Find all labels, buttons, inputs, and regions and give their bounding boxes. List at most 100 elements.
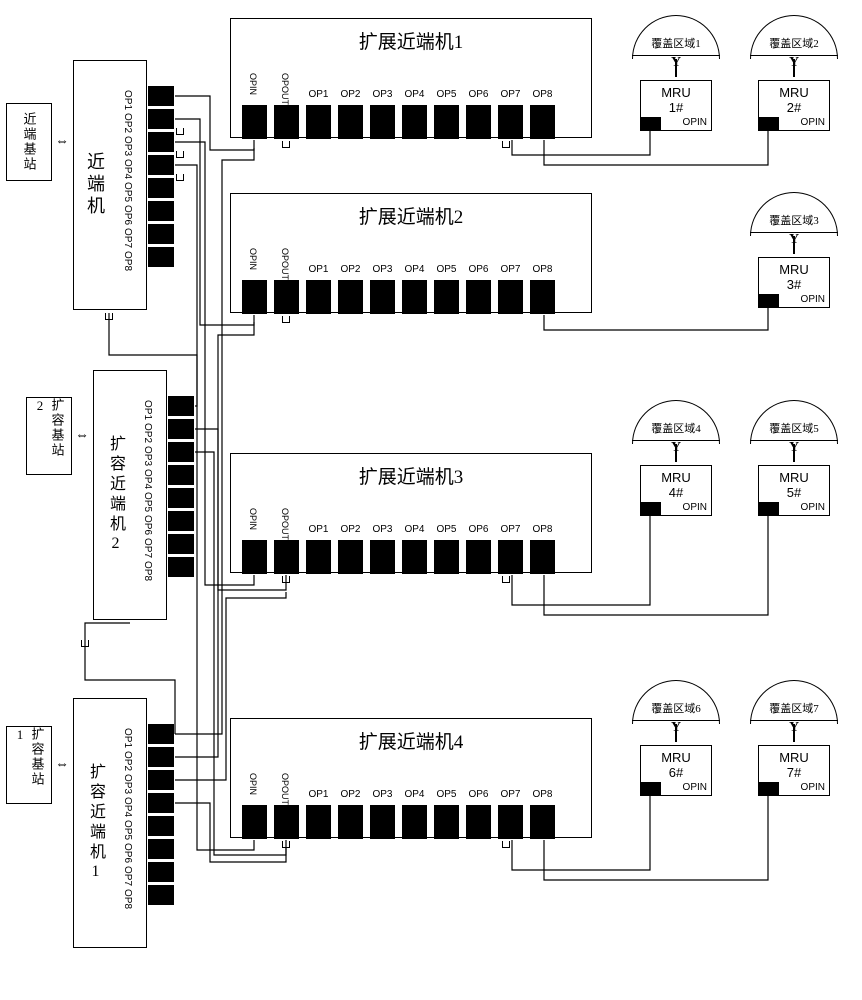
- antenna: 覆盖区域1 Y: [632, 15, 720, 65]
- port-column: OP1 OP2 OP3 OP4 OP5 OP6 OP7 OP8: [168, 396, 194, 577]
- port: OP6: [466, 105, 491, 139]
- near-unit-main: 近端机: [73, 60, 147, 310]
- port-row: OPIN OPOUT OP1 OP2 OP3 OP4 OP5 OP6 OP7 O…: [242, 280, 555, 314]
- loop-icon: [282, 841, 290, 848]
- base-station-exp1: 扩容基站1: [6, 726, 52, 804]
- port: OP2: [168, 419, 194, 439]
- port: OP7: [498, 805, 523, 839]
- base-station-exp2: 扩容基站2: [26, 397, 72, 475]
- loop-icon: [81, 640, 89, 647]
- loop-icon: [502, 841, 510, 848]
- loop-icon: [176, 151, 184, 158]
- port-column: OP1 OP2 OP3 OP4 OP5 OP6 OP7 OP8: [148, 724, 174, 905]
- port: OP8: [530, 105, 555, 139]
- mru-4: MRU4# OPIN: [640, 465, 712, 516]
- port: [641, 782, 661, 796]
- port: [759, 117, 779, 131]
- port: OP1: [306, 280, 331, 314]
- near-unit-main-label: 近端机: [80, 61, 110, 309]
- antenna: 覆盖区域5 Y: [750, 400, 838, 450]
- antenna: 覆盖区域6 Y: [632, 680, 720, 730]
- port: OP6: [148, 839, 174, 859]
- ext-near-unit-1: 扩容近端机1: [73, 698, 147, 948]
- port: OP7: [148, 224, 174, 244]
- mru-7: MRU7# OPIN: [758, 745, 830, 796]
- loop-icon: [282, 576, 290, 583]
- port: OP3: [148, 132, 174, 152]
- base-station-near: 近端基站: [6, 103, 52, 181]
- ext-unit-3-label: 扩展近端机3: [231, 454, 591, 489]
- port: OP6: [148, 201, 174, 221]
- port: OPOUT: [274, 105, 299, 139]
- mru-3: MRU3# OPIN: [758, 257, 830, 308]
- port: OP4: [148, 793, 174, 813]
- ext-near-unit-1-label: 扩容近端机1: [80, 699, 110, 947]
- port: OP2: [338, 540, 363, 574]
- port: OP3: [168, 442, 194, 462]
- port: OP4: [402, 105, 427, 139]
- port-row: OPIN OPOUT OP1 OP2 OP3 OP4 OP5 OP6 OP7 O…: [242, 105, 555, 139]
- ext-unit-2-label: 扩展近端机2: [231, 194, 591, 229]
- port: [641, 117, 661, 131]
- port: OPOUT: [274, 805, 299, 839]
- coverage-label: 覆盖区域3: [750, 212, 838, 228]
- port: OP1: [148, 724, 174, 744]
- loop-icon: [282, 141, 290, 148]
- ext-near-unit-2: 扩容近端机2: [93, 370, 167, 620]
- loop-icon: [282, 316, 290, 323]
- port: OP4: [402, 805, 427, 839]
- mru-6: MRU6# OPIN: [640, 745, 712, 796]
- port: OP2: [338, 805, 363, 839]
- coverage-label: 覆盖区域7: [750, 700, 838, 716]
- port: OP8: [148, 247, 174, 267]
- port-row: OPIN OPOUT OP1 OP2 OP3 OP4 OP5 OP6 OP7 O…: [242, 805, 555, 839]
- port: OP3: [370, 805, 395, 839]
- port: OP1: [306, 540, 331, 574]
- base-station-exp2-label: 扩容基站2: [32, 398, 67, 474]
- port: OP5: [434, 280, 459, 314]
- port-row: OPIN OPOUT OP1 OP2 OP3 OP4 OP5 OP6 OP7 O…: [242, 540, 555, 574]
- port: OP7: [498, 280, 523, 314]
- port: OP2: [148, 747, 174, 767]
- loop-icon: [176, 128, 184, 135]
- mru-1: MRU1# OPIN: [640, 80, 712, 131]
- port: OP5: [434, 805, 459, 839]
- port: OP8: [530, 805, 555, 839]
- port: OP8: [530, 280, 555, 314]
- port: OP1: [306, 805, 331, 839]
- port: OP2: [148, 109, 174, 129]
- port: OP1: [306, 105, 331, 139]
- antenna: 覆盖区域7 Y: [750, 680, 838, 730]
- arrow-icon: ⇔: [55, 134, 69, 150]
- port: OP7: [148, 862, 174, 882]
- coverage-label: 覆盖区域6: [632, 700, 720, 716]
- port: OP2: [338, 105, 363, 139]
- ext-near-unit-2-label: 扩容近端机2: [100, 371, 130, 619]
- port: OP6: [466, 280, 491, 314]
- port: OP3: [370, 540, 395, 574]
- base-station-near-label: 近端基站: [20, 112, 39, 172]
- port: OP5: [434, 540, 459, 574]
- port: OP8: [168, 557, 194, 577]
- port: OP6: [466, 540, 491, 574]
- port: OP5: [148, 816, 174, 836]
- port: OP7: [498, 540, 523, 574]
- port: OP5: [168, 488, 194, 508]
- coverage-label: 覆盖区域5: [750, 420, 838, 436]
- port: OP3: [370, 105, 395, 139]
- coverage-label: 覆盖区域4: [632, 420, 720, 436]
- port: OP4: [148, 155, 174, 175]
- antenna: 覆盖区域2 Y: [750, 15, 838, 65]
- port: [759, 782, 779, 796]
- ext-unit-1-label: 扩展近端机1: [231, 19, 591, 54]
- arrow-icon: ⇔: [55, 757, 69, 773]
- port: [759, 502, 779, 516]
- port: [641, 502, 661, 516]
- loop-icon: [176, 174, 184, 181]
- port: OPOUT: [274, 540, 299, 574]
- port-column: OP1 OP2 OP3 OP4 OP5 OP6 OP7 OP8: [148, 86, 174, 267]
- port: OPIN: [242, 280, 267, 314]
- port: OPOUT: [274, 280, 299, 314]
- antenna: 覆盖区域3 Y: [750, 192, 838, 242]
- port: [759, 294, 779, 308]
